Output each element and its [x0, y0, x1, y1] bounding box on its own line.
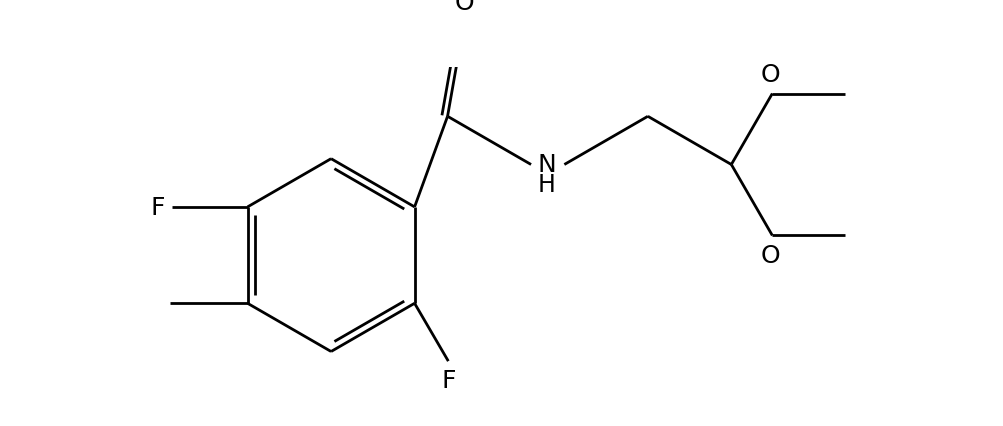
Text: O: O — [760, 63, 779, 86]
Text: O: O — [760, 244, 779, 268]
Text: N: N — [537, 153, 556, 177]
Text: F: F — [150, 196, 165, 219]
Text: H: H — [537, 173, 555, 196]
Text: F: F — [440, 368, 455, 392]
Text: O: O — [454, 0, 473, 15]
